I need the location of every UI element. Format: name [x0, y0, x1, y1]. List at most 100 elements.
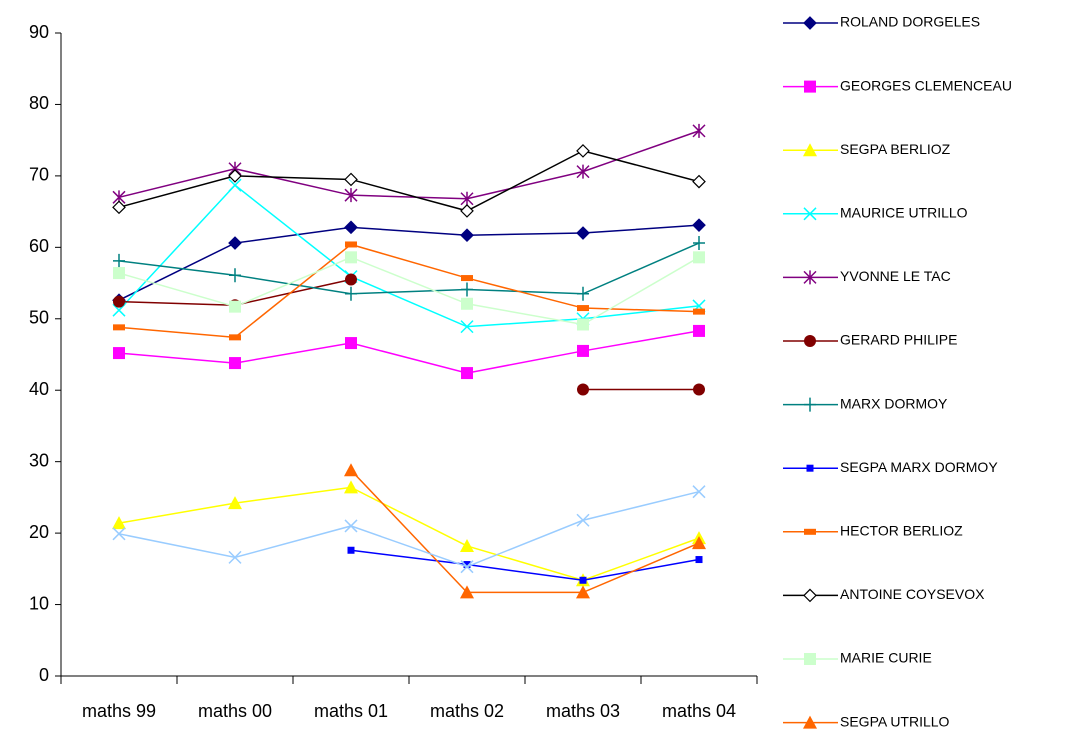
marker: [803, 207, 817, 221]
marker: [228, 169, 242, 183]
marker: [460, 538, 474, 552]
legend-label: GERARD PHILIPE: [840, 332, 957, 348]
series-line: [118, 130, 700, 200]
marker: [577, 318, 589, 331]
marker: [461, 367, 473, 380]
legend-label: GEORGES CLEMENCEAU: [840, 77, 1012, 93]
marker: [804, 397, 816, 412]
marker: [112, 303, 126, 317]
marker: [576, 144, 590, 158]
series-line: [118, 242, 700, 295]
marker: [228, 178, 242, 192]
marker: [692, 174, 706, 189]
y-tick-label: 40: [29, 379, 49, 399]
series-line: [118, 330, 700, 374]
legend-label: SEGPA MARX DORMOY: [840, 459, 998, 475]
x-tick-label: maths 99: [82, 701, 156, 721]
marker: [344, 172, 358, 187]
marker: [344, 188, 358, 203]
marker: [803, 143, 817, 157]
y-tick-label: 70: [29, 165, 49, 185]
legend-label: SEGPA BERLIOZ: [840, 141, 951, 157]
x-tick-label: maths 01: [314, 701, 388, 721]
marker: [113, 267, 125, 280]
marker: [806, 464, 814, 472]
series-line: [350, 469, 700, 594]
marker: [804, 653, 816, 665]
y-tick-label: 0: [39, 665, 49, 685]
marker: [112, 200, 126, 215]
marker: [461, 282, 473, 297]
series-line: [118, 486, 700, 582]
marker: [344, 220, 358, 235]
marker: [692, 536, 706, 550]
marker: [579, 576, 587, 584]
x-tick-label: maths 03: [546, 701, 620, 721]
marker: [804, 528, 816, 535]
marker: [345, 241, 357, 248]
y-tick-label: 60: [29, 236, 49, 256]
marker: [693, 383, 705, 396]
marker: [460, 191, 474, 206]
marker: [692, 123, 706, 138]
legend-label: MARX DORMOY: [840, 395, 948, 411]
marker: [347, 546, 355, 554]
marker: [113, 295, 125, 308]
marker: [112, 527, 126, 541]
marker: [692, 218, 706, 233]
marker: [228, 496, 242, 510]
marker: [228, 550, 242, 564]
y-tick-label: 20: [29, 522, 49, 542]
marker: [803, 588, 817, 603]
marker: [576, 585, 590, 599]
marker: [693, 236, 705, 251]
marker: [576, 226, 590, 240]
marker: [693, 324, 705, 337]
marker: [803, 715, 817, 729]
marker: [460, 560, 474, 574]
marker: [460, 204, 474, 218]
series-line: [350, 549, 700, 582]
marker: [692, 485, 706, 499]
marker: [577, 344, 589, 357]
marker: [345, 337, 357, 350]
series-line: [118, 243, 700, 339]
x-tick-label: maths 02: [430, 701, 504, 721]
x-tick-label: maths 00: [198, 701, 272, 721]
marker: [113, 347, 125, 360]
y-tick-label: 80: [29, 93, 49, 113]
marker: [693, 308, 705, 315]
series-line: [118, 490, 700, 568]
marker: [804, 80, 816, 93]
marker: [804, 335, 816, 347]
y-tick-label: 50: [29, 308, 49, 328]
marker: [229, 300, 241, 313]
marker: [113, 324, 125, 331]
marker: [577, 383, 589, 396]
marker: [345, 251, 357, 264]
marker: [228, 236, 242, 250]
x-tick-label: maths 04: [662, 701, 736, 721]
marker: [112, 516, 126, 530]
legend-label: YVONNE LE TAC: [840, 268, 951, 284]
marker: [344, 463, 358, 477]
marker: [461, 275, 473, 282]
marker: [463, 561, 471, 569]
marker: [576, 164, 590, 179]
marker: [229, 268, 241, 283]
legend-label: MARIE CURIE: [840, 650, 932, 666]
marker: [693, 251, 705, 264]
marker: [461, 297, 473, 310]
series-line: [118, 224, 700, 301]
marker: [344, 480, 358, 494]
legend-label: ROLAND DORGELES: [840, 14, 980, 30]
marker: [460, 320, 474, 334]
marker: [113, 253, 125, 268]
legend-label: ANTOINE COYSEVOX: [840, 586, 985, 602]
marker: [229, 334, 241, 341]
marker: [345, 286, 357, 301]
y-tick-label: 90: [29, 22, 49, 42]
marker: [345, 273, 357, 286]
marker: [803, 16, 817, 30]
